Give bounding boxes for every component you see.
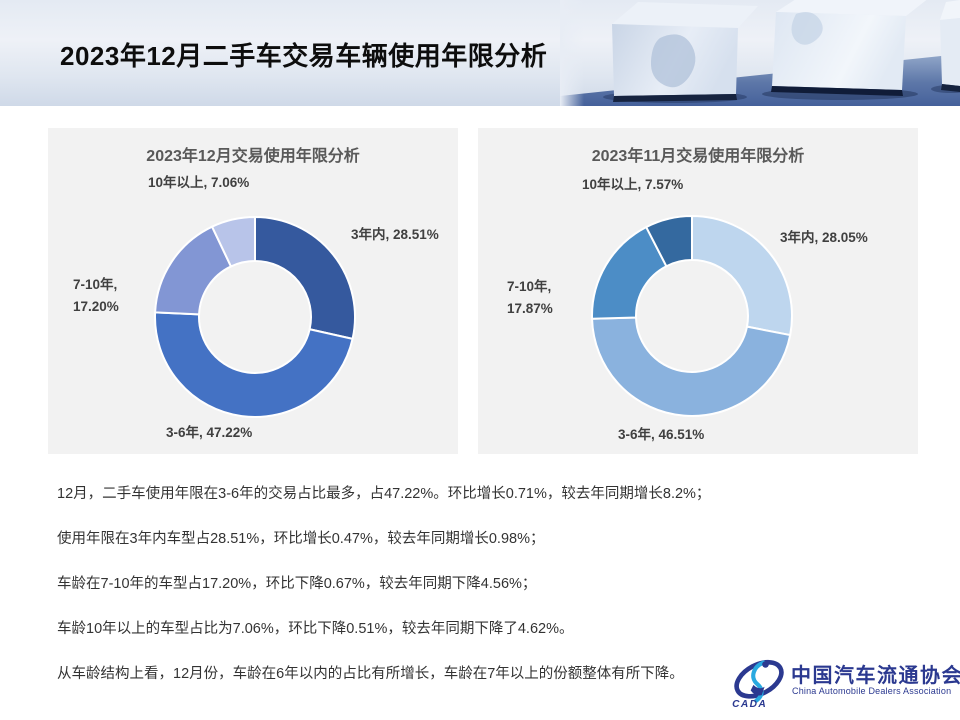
- logo-name-english: China Automobile Dealers Association: [792, 686, 952, 696]
- logo-name-chinese: 中国汽车流通协会: [791, 665, 960, 687]
- page-title: 2023年12月二手车交易车辆使用年限分析: [60, 41, 548, 71]
- cada-logo-mark-text: CADA: [732, 699, 767, 709]
- analysis-line-1: 12月，二手车使用年限在3-6年的交易占比最多，占47.22%。环比增长0.71…: [57, 486, 711, 502]
- data-label-7-10y: 7-10年, 17.20%: [73, 274, 119, 318]
- donut-slice-3年内: [254, 216, 356, 340]
- donut-slice-3-6年: [154, 311, 354, 418]
- analysis-line-3: 车龄在7-10年的车型占17.20%，环比下降0.67%，较去年同期下降4.56…: [57, 576, 537, 592]
- chart-title-december: 2023年12月交易使用年限分析: [146, 148, 360, 165]
- data-label-7-10y: 7-10年, 17.87%: [507, 276, 553, 320]
- donut-chart-november: [591, 215, 793, 417]
- data-label-7-10y-line1: 7-10年,: [507, 279, 552, 294]
- data-label-7-10y-line1: 7-10年,: [73, 277, 118, 292]
- data-label-7-10y-line2: 17.20%: [73, 299, 119, 314]
- cada-logo-icon: CADA: [732, 659, 784, 709]
- chart-title-november: 2023年11月交易使用年限分析: [591, 148, 805, 165]
- chart-panel-december: 2023年12月交易使用年限分析 10年以上, 7.06% 3年内, 28.51…: [48, 128, 458, 454]
- data-label-within-3y: 3年内, 28.05%: [780, 230, 868, 245]
- analysis-line-2: 使用年限在3年内车型占28.51%，环比增长0.47%，较去年同期增长0.98%…: [57, 531, 545, 547]
- data-label-within-3y: 3年内, 28.51%: [351, 227, 439, 242]
- donut-slice-10年以上: [211, 216, 256, 268]
- header-banner: 2023年12月二手车交易车辆使用年限分析: [0, 0, 960, 106]
- header-cubes-decoration: [560, 0, 960, 106]
- cada-logo: CADA 中国汽车流通协会 China Automobile Dealers A…: [731, 655, 960, 711]
- data-label-3-6y: 3-6年, 46.51%: [618, 427, 705, 442]
- chart-panel-november: 2023年11月交易使用年限分析 10年以上, 7.57% 3年内, 28.05…: [478, 128, 918, 454]
- donut-slice-3-6年: [591, 316, 792, 417]
- analysis-line-5: 从车龄结构上看，12月份，车龄在6年以内的占比有所增长，车龄在7年以上的份额整体…: [57, 666, 684, 682]
- data-label-over-10y: 10年以上, 7.57%: [582, 177, 684, 192]
- data-label-3-6y: 3-6年, 47.22%: [166, 425, 253, 440]
- analysis-line-4: 车龄10年以上的车型占比为7.06%，环比下降0.51%，较去年同期下降了4.6…: [57, 621, 574, 637]
- analysis-text-block: 12月，二手车使用年限在3-6年的交易占比最多，占47.22%。环比增长0.71…: [57, 486, 927, 711]
- donut-slice-10年以上: [645, 215, 693, 268]
- data-label-over-10y: 10年以上, 7.06%: [148, 175, 250, 190]
- donut-chart-december: [154, 216, 356, 418]
- donut-slice-3年内: [691, 215, 793, 337]
- data-label-7-10y-line2: 17.87%: [507, 301, 553, 316]
